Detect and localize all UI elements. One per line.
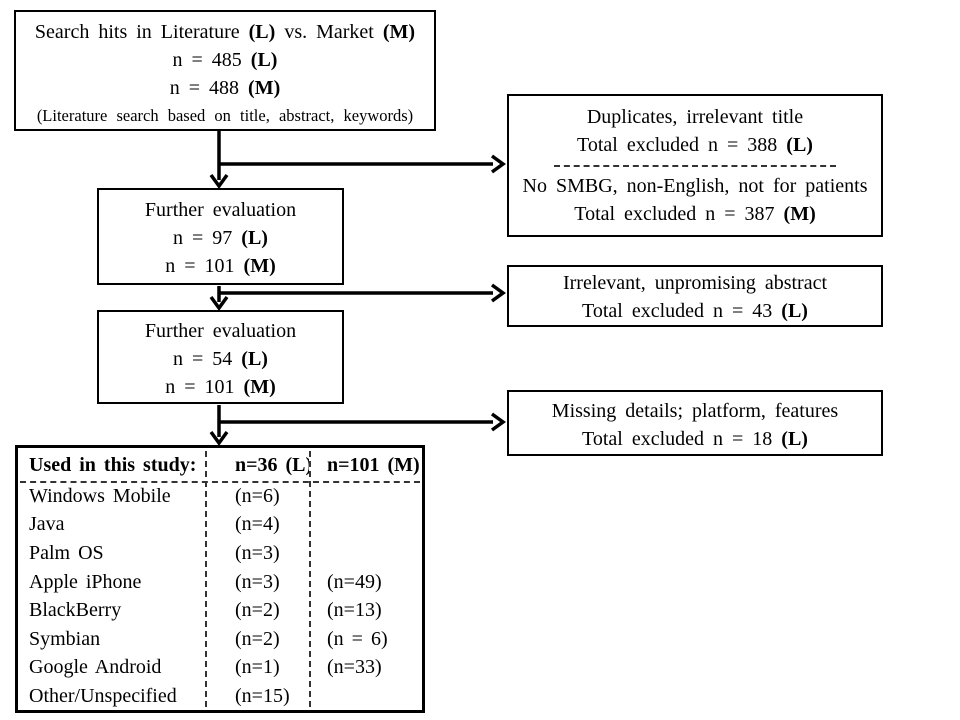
literature-count-cell: (n=6) — [235, 484, 280, 507]
market-tag: (M) — [382, 21, 416, 43]
exclusion-reason-market: No SMBG, non-English, not for patients — [522, 175, 868, 197]
exclusion-total-literature: Total excluded n = 388 (L) — [509, 131, 881, 159]
further-evaluation-box-2: Further evaluation n = 54 (L) n = 101 (M… — [97, 310, 344, 404]
arrow-right-icon — [219, 283, 506, 303]
market-tag: (M) — [783, 203, 816, 225]
market-count-cell — [309, 539, 422, 568]
count-text: n = 485 — [172, 49, 251, 71]
literature-count-cell: (n=2) — [235, 599, 280, 622]
market-tag: (M) — [243, 376, 276, 398]
literature-tag: (L) — [786, 134, 813, 156]
arrow-down-icon — [209, 405, 229, 446]
table-header-market: n=101 (M) — [327, 453, 420, 476]
table-column-divider — [205, 451, 207, 707]
search-hits-count-market: n = 488 (M) — [16, 74, 434, 102]
search-method-note: (Literature search based on title, abstr… — [36, 106, 414, 125]
exclusion-box-duplicates: Duplicates, irrelevant title Total exclu… — [507, 94, 883, 237]
exclusion-box-abstract: Irrelevant, unpromising abstract Total e… — [507, 265, 883, 327]
exclusion-total-literature: Total excluded n = 43 (L) — [509, 297, 881, 325]
platform-cell: Apple iPhone — [29, 570, 142, 593]
table-header-platform: Used in this study: — [29, 453, 197, 476]
literature-tag: (L) — [241, 348, 268, 370]
exclusion-reason: Duplicates, irrelevant title — [586, 106, 804, 128]
count-text: Total excluded n = 388 — [577, 134, 787, 156]
arrow-right-icon — [219, 154, 506, 174]
exclusion-reason: Missing details; platform, features — [551, 400, 839, 422]
table-header-literature: n=36 (L) — [235, 453, 309, 476]
count-text: n = 101 — [165, 376, 244, 398]
literature-count-cell: (n=3) — [235, 541, 280, 564]
eval-count-literature: n = 54 (L) — [99, 345, 342, 373]
search-hits-title-text: Search hits in Literature — [34, 21, 249, 43]
arrow-down-icon — [209, 131, 229, 189]
eval-title: Further evaluation — [144, 320, 297, 342]
count-text: Total excluded n = 43 — [582, 300, 782, 322]
count-text: n = 101 — [165, 255, 244, 277]
literature-tag: (L) — [250, 49, 278, 71]
literature-count-cell: (n=15) — [235, 684, 290, 707]
search-hits-title-text-2: vs. Market — [275, 21, 383, 43]
count-text: n = 488 — [169, 77, 249, 99]
market-count-cell — [309, 682, 422, 711]
arrow-down-icon — [209, 286, 229, 311]
market-tag: (M) — [243, 255, 276, 277]
table-column-divider — [309, 451, 311, 707]
platform-cell: Other/Unspecified — [29, 684, 177, 707]
market-count-cell: (n=49) — [327, 570, 382, 593]
exclusion-box-missing-details: Missing details; platform, features Tota… — [507, 390, 883, 456]
search-hits-title: Search hits in Literature (L) vs. Market… — [16, 18, 434, 46]
platform-cell: Java — [29, 513, 65, 536]
market-count-cell — [309, 511, 422, 540]
platform-cell: Palm OS — [29, 541, 104, 564]
literature-tag: (L) — [241, 227, 268, 249]
count-text: Total excluded n = 387 — [574, 203, 784, 225]
count-text: n = 97 — [173, 227, 242, 249]
platform-cell: Windows Mobile — [29, 484, 171, 507]
market-tag: (M) — [248, 77, 281, 99]
exclusion-total-literature: Total excluded n = 18 (L) — [509, 425, 881, 453]
literature-count-cell: (n=1) — [235, 656, 280, 679]
market-count-cell: (n=13) — [327, 599, 382, 622]
search-hits-count-literature: n = 485 (L) — [16, 46, 434, 74]
literature-tag: (L) — [248, 21, 276, 43]
market-count-cell — [309, 482, 422, 511]
market-count-cell: (n=33) — [327, 656, 382, 679]
literature-count-cell: (n=2) — [235, 627, 280, 650]
search-hits-box: Search hits in Literature (L) vs. Market… — [14, 10, 436, 131]
table-header-divider — [20, 481, 420, 483]
eval-count-literature: n = 97 (L) — [99, 224, 342, 252]
literature-count-cell: (n=3) — [235, 570, 280, 593]
arrow-right-icon — [219, 412, 506, 432]
study-table-grid: Used in this study: n=36 (L) n=101 (M) W… — [18, 448, 422, 710]
eval-title: Further evaluation — [144, 199, 297, 221]
platform-cell: Symbian — [29, 627, 101, 650]
literature-count-cell: (n=4) — [235, 513, 280, 536]
count-text: Total excluded n = 18 — [582, 428, 782, 450]
further-evaluation-box-1: Further evaluation n = 97 (L) n = 101 (M… — [97, 188, 344, 285]
count-text: n = 54 — [173, 348, 242, 370]
dashed-divider — [553, 165, 837, 167]
exclusion-reason: Irrelevant, unpromising abstract — [562, 272, 828, 294]
literature-tag: (L) — [781, 300, 808, 322]
platform-cell: Google Android — [29, 656, 162, 679]
exclusion-total-market: Total excluded n = 387 (M) — [509, 200, 881, 228]
platform-cell: BlackBerry — [29, 599, 122, 622]
study-table: Used in this study: n=36 (L) n=101 (M) W… — [15, 445, 425, 713]
literature-tag: (L) — [781, 428, 808, 450]
eval-count-market: n = 101 (M) — [99, 252, 342, 280]
market-count-cell: (n = 6) — [327, 627, 388, 650]
eval-count-market: n = 101 (M) — [99, 373, 342, 401]
